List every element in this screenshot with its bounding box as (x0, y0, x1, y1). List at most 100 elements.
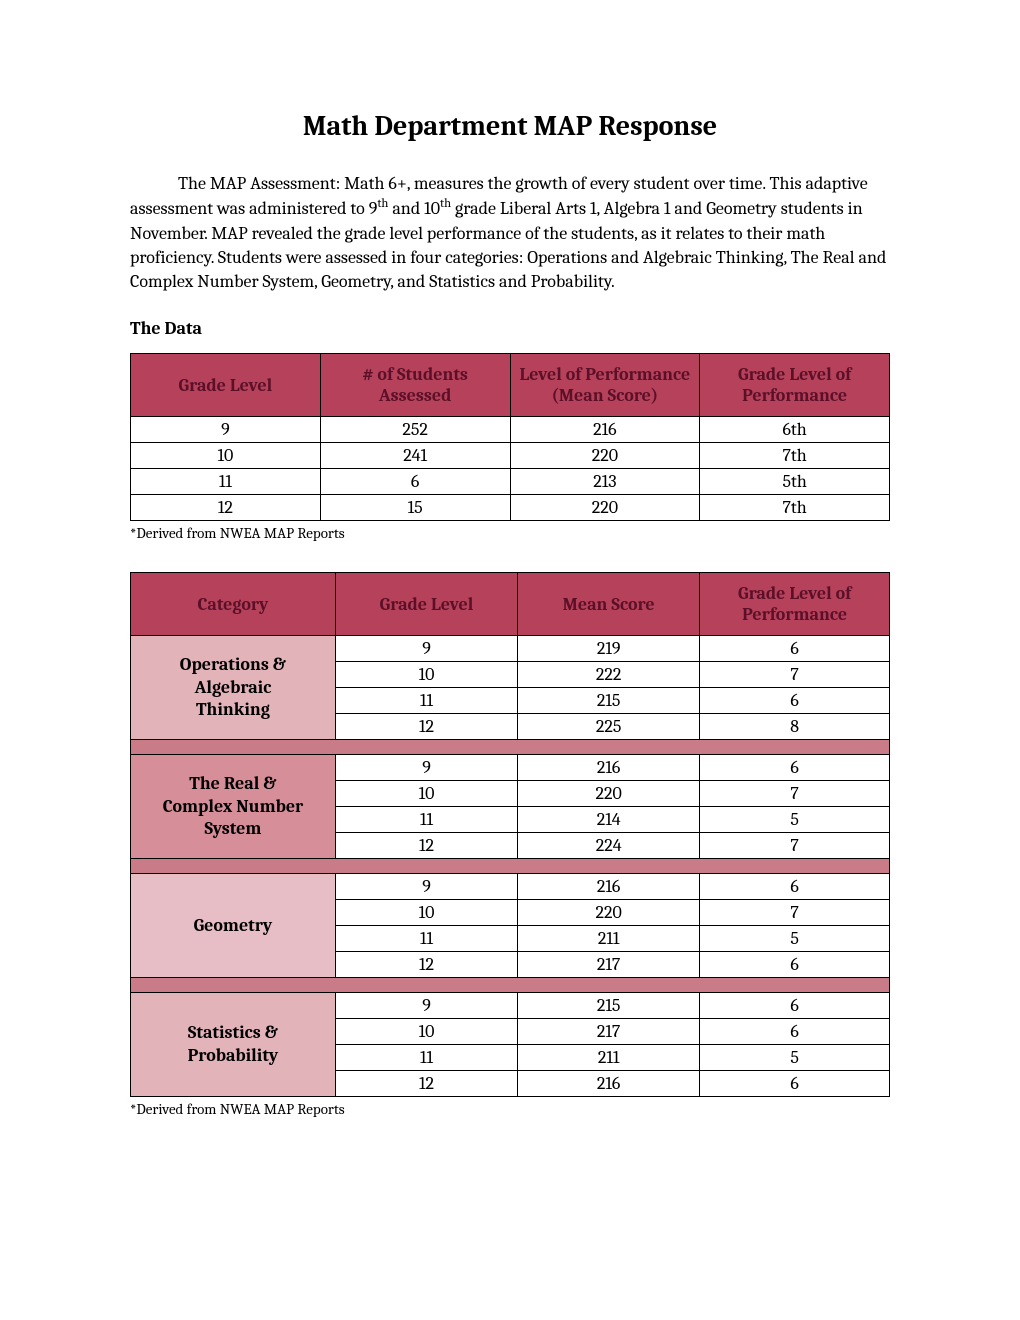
footnote-2: *Derived from NWEA MAP Reports (130, 1100, 890, 1118)
table-row: 12152207th (131, 495, 890, 521)
cell: 10 (335, 662, 517, 688)
cell: 6 (700, 952, 890, 978)
column-header: Level of Performance (Mean Score) (510, 354, 700, 417)
cell: 5 (700, 926, 890, 952)
column-header: # of Students Assessed (320, 354, 510, 417)
table-row: Statistics &Probability92156 (131, 993, 890, 1019)
cell: 9 (131, 417, 321, 443)
page-title: Math Department MAP Response (130, 110, 890, 142)
table-row: The Real &Complex NumberSystem92166 (131, 755, 890, 781)
cell: 241 (320, 443, 510, 469)
category-cell: Statistics &Probability (131, 993, 336, 1097)
category-cell: Geometry (131, 874, 336, 978)
column-header: Grade Level (335, 573, 517, 636)
cell: 217 (518, 1019, 700, 1045)
cell: 11 (335, 926, 517, 952)
cell: 10 (131, 443, 321, 469)
cell: 220 (518, 781, 700, 807)
cell: 12 (335, 1071, 517, 1097)
cell: 9 (335, 874, 517, 900)
cell: 11 (131, 469, 321, 495)
cell: 215 (518, 993, 700, 1019)
table-row: 1162135th (131, 469, 890, 495)
cell: 225 (518, 714, 700, 740)
category-cell: Operations &AlgebraicThinking (131, 636, 336, 740)
cell: 9 (335, 993, 517, 1019)
page: Math Department MAP Response The MAP Ass… (0, 0, 1020, 1320)
cell: 6th (700, 417, 890, 443)
cell: 6 (700, 688, 890, 714)
cell: 252 (320, 417, 510, 443)
cell: 219 (518, 636, 700, 662)
category-cell: The Real &Complex NumberSystem (131, 755, 336, 859)
cell: 5th (700, 469, 890, 495)
cell: 10 (335, 1019, 517, 1045)
cell: 6 (700, 993, 890, 1019)
cell: 211 (518, 926, 700, 952)
column-header: Category (131, 573, 336, 636)
table-header-row: CategoryGrade LevelMean ScoreGrade Level… (131, 573, 890, 636)
cell: 213 (510, 469, 700, 495)
intro-sup2: th (440, 197, 451, 211)
cell: 211 (518, 1045, 700, 1071)
column-header: Grade Level of Performance (700, 573, 890, 636)
cell: 7th (700, 495, 890, 521)
cell: 220 (518, 900, 700, 926)
cell: 217 (518, 952, 700, 978)
table-row: 92522166th (131, 417, 890, 443)
cell: 11 (335, 1045, 517, 1071)
cell: 9 (335, 755, 517, 781)
cell: 11 (335, 807, 517, 833)
cell: 7 (700, 833, 890, 859)
cell: 7 (700, 781, 890, 807)
cell: 9 (335, 636, 517, 662)
table-row: Operations &AlgebraicThinking92196 (131, 636, 890, 662)
cell: 5 (700, 1045, 890, 1071)
separator-row (131, 740, 890, 755)
cell: 11 (335, 688, 517, 714)
cell: 216 (510, 417, 700, 443)
cell: 6 (700, 636, 890, 662)
cell: 6 (700, 755, 890, 781)
cell: 6 (320, 469, 510, 495)
cell: 216 (518, 755, 700, 781)
intro-sup1: th (377, 197, 388, 211)
cell: 7th (700, 443, 890, 469)
category-table: CategoryGrade LevelMean ScoreGrade Level… (130, 572, 890, 1097)
intro-paragraph: The MAP Assessment: Math 6+, measures th… (130, 172, 890, 294)
column-header: Grade Level (131, 354, 321, 417)
cell: 12 (131, 495, 321, 521)
separator-row (131, 859, 890, 874)
cell: 222 (518, 662, 700, 688)
cell: 216 (518, 1071, 700, 1097)
cell: 215 (518, 688, 700, 714)
cell: 5 (700, 807, 890, 833)
cell: 8 (700, 714, 890, 740)
cell: 12 (335, 714, 517, 740)
cell: 12 (335, 833, 517, 859)
table-row: Geometry92166 (131, 874, 890, 900)
cell: 6 (700, 874, 890, 900)
separator-row (131, 978, 890, 993)
cell: 10 (335, 781, 517, 807)
cell: 220 (510, 443, 700, 469)
column-header: Mean Score (518, 573, 700, 636)
cell: 10 (335, 900, 517, 926)
summary-table: Grade Level# of Students AssessedLevel o… (130, 353, 890, 521)
cell: 7 (700, 662, 890, 688)
cell: 216 (518, 874, 700, 900)
intro-mid: and 10 (388, 198, 440, 219)
cell: 6 (700, 1019, 890, 1045)
cell: 224 (518, 833, 700, 859)
cell: 12 (335, 952, 517, 978)
cell: 7 (700, 900, 890, 926)
column-header: Grade Level of Performance (700, 354, 890, 417)
cell: 15 (320, 495, 510, 521)
table-row: 102412207th (131, 443, 890, 469)
table-header-row: Grade Level# of Students AssessedLevel o… (131, 354, 890, 417)
footnote-1: *Derived from NWEA MAP Reports (130, 524, 890, 542)
cell: 220 (510, 495, 700, 521)
cell: 6 (700, 1071, 890, 1097)
cell: 214 (518, 807, 700, 833)
section-heading: The Data (130, 318, 890, 339)
